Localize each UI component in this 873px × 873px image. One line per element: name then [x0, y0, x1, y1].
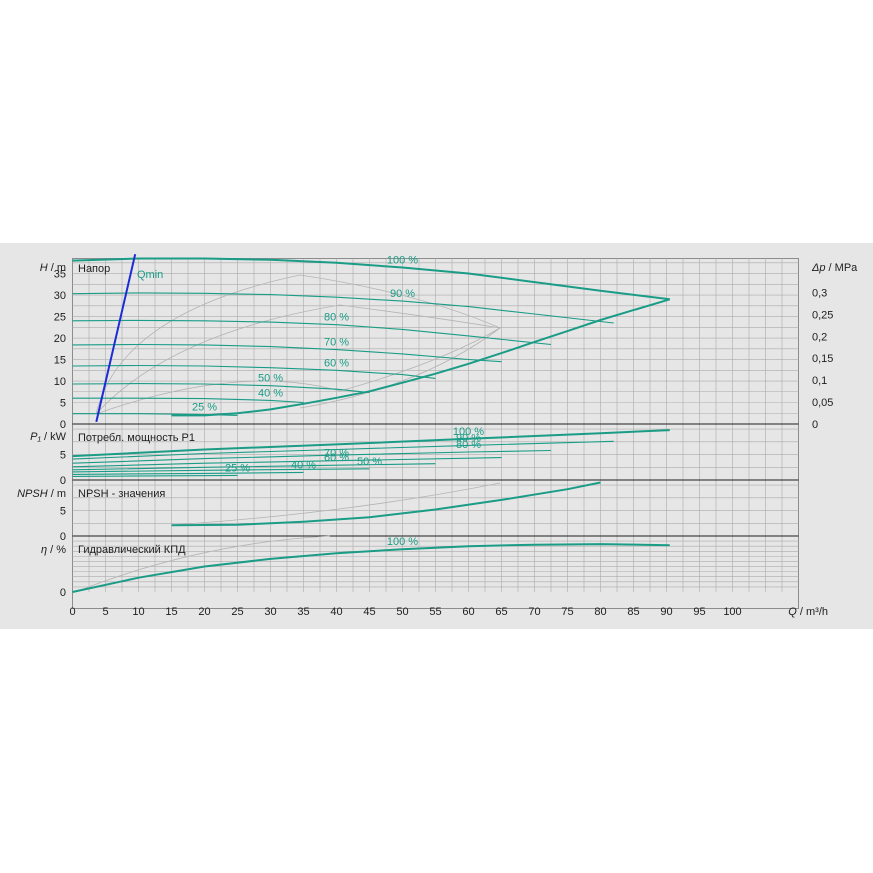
eta-curve — [72, 543, 670, 593]
chart-panel: 100 % 90 % 80 % 70 % 60 % 50 % 40 % 25 % 0 5 10 15 2… — [0, 243, 873, 629]
eta-curve-label: 100 % — [387, 536, 418, 548]
x-tick: 35 — [297, 606, 309, 618]
x-tick: 45 — [363, 606, 375, 618]
head-curve-label: 80 % — [324, 312, 349, 324]
power-panel-title: Потребл. мощность P1 — [78, 432, 195, 444]
dp-axis-label: Δp / MPa — [811, 262, 858, 274]
head-curve-label: 25 % — [192, 402, 217, 414]
power-curve — [72, 474, 238, 477]
pump-curve-chart: 100 %90 %80 %70 %60 %50 %40 %25 %0510152… — [17, 253, 858, 618]
power-curve — [72, 463, 436, 471]
qmin-line — [95, 253, 137, 423]
head-curve-label: 40 % — [258, 387, 283, 399]
head-axis-label: H / m — [40, 262, 66, 274]
x-tick: 55 — [429, 606, 441, 618]
head-y-tick: 10 — [54, 376, 66, 388]
npsh-y-tick: 0 — [60, 531, 66, 543]
efficiency-region-curve — [95, 304, 501, 415]
power-curve-label: 70 % — [324, 448, 349, 460]
x-tick: 15 — [165, 606, 177, 618]
head-curve-label: 60 % — [324, 357, 349, 369]
q-axis-label: Q / m³/h — [788, 606, 828, 618]
npsh-panel-title: NPSH - значения — [78, 488, 165, 500]
power-y-tick: 5 — [60, 450, 66, 462]
head-curve-label: 50 % — [258, 373, 283, 385]
dp-tick: 0,05 — [812, 397, 833, 409]
head-curve-label: 100 % — [387, 255, 418, 267]
head-y-tick: 0 — [60, 419, 66, 431]
qmin-label: Qmin — [137, 269, 163, 281]
x-tick: 60 — [462, 606, 474, 618]
head-panel-title: Напор — [78, 263, 110, 275]
dp-tick: 0,1 — [812, 375, 827, 387]
x-tick: 50 — [396, 606, 408, 618]
head-curve — [72, 397, 304, 404]
power-curve — [72, 471, 304, 475]
npsh-y-tick: 5 — [60, 506, 66, 518]
head-y-tick: 5 — [60, 398, 66, 410]
x-tick: 30 — [264, 606, 276, 618]
power-curve-label: 60 % — [324, 452, 349, 464]
x-tick: 65 — [495, 606, 507, 618]
x-tick: 85 — [627, 606, 639, 618]
dp-tick: 0,25 — [812, 309, 833, 321]
power-curve — [72, 449, 552, 464]
power-axis-label: P₁ / kW — [30, 431, 66, 443]
efficiency-region-curve — [95, 327, 501, 415]
head-y-tick: 35 — [54, 269, 66, 281]
x-tick: 0 — [69, 606, 75, 618]
power-curve-label: 100 % — [453, 426, 484, 438]
power-curve — [72, 429, 670, 458]
x-tick: 90 — [660, 606, 672, 618]
dp-tick: 0,2 — [812, 331, 827, 343]
dp-tick: 0 — [812, 419, 818, 431]
x-tick: 100 — [723, 606, 741, 618]
head-curve — [72, 343, 502, 363]
head-curve — [72, 257, 670, 301]
power-curve-label: 90 % — [456, 432, 481, 444]
x-tick: 70 — [528, 606, 540, 618]
x-tick: 75 — [561, 606, 573, 618]
power-curve-label: 50 % — [357, 456, 382, 468]
head-y-tick: 30 — [54, 290, 66, 302]
head-curve — [72, 292, 614, 324]
power-curve-label: 25 % — [225, 462, 250, 474]
head-curve — [72, 383, 370, 394]
x-tick: 80 — [594, 606, 606, 618]
x-tick: 5 — [102, 606, 108, 618]
x-tick: 40 — [330, 606, 342, 618]
npsh-axis-label: NPSH / m — [17, 488, 66, 500]
eta-axis-label: η / % — [41, 544, 66, 556]
head-curve — [171, 298, 671, 417]
head-curve-label: 90 % — [390, 288, 415, 300]
power-curve-label: 40 % — [291, 459, 316, 471]
head-y-tick: 25 — [54, 312, 66, 324]
head-y-tick: 15 — [54, 355, 66, 367]
power-curve — [72, 468, 370, 473]
power-curve — [72, 457, 502, 468]
power-y-tick: 0 — [60, 475, 66, 487]
efficiency-aux-curve — [77, 535, 331, 592]
x-tick: 20 — [198, 606, 210, 618]
power-curve-label: 80 % — [456, 439, 481, 451]
dp-tick: 0,3 — [812, 287, 827, 299]
x-tick: 25 — [231, 606, 243, 618]
head-curve-label: 70 % — [324, 337, 349, 349]
eta-panel-title: Гидравлический КПД — [78, 544, 186, 556]
x-tick: 95 — [693, 606, 705, 618]
head-curve — [72, 364, 436, 379]
power-curve — [72, 440, 614, 460]
npsh-curve — [171, 481, 601, 527]
head-y-tick: 20 — [54, 333, 66, 345]
x-tick: 10 — [132, 606, 144, 618]
npsh-aux-curve — [171, 482, 501, 526]
dp-tick: 0,15 — [812, 353, 833, 365]
eta-y-tick: 0 — [60, 587, 66, 599]
head-curve — [72, 319, 552, 346]
